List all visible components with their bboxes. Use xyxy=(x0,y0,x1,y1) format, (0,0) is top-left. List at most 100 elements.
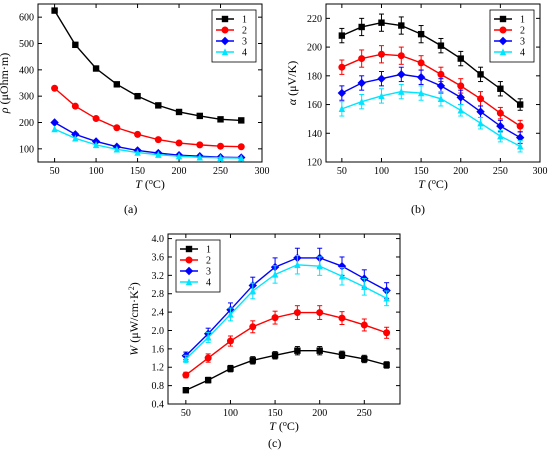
y-tick-label: 120 xyxy=(307,158,322,169)
y-tick-label: 200 xyxy=(19,118,34,129)
chart-2: 50 100 150 200 250 0.4 0.8 1.2 1.6 2.0 2.4 2.8 3.2 3.… xyxy=(127,233,401,433)
x-tick-label: 150 xyxy=(414,166,429,177)
data-point xyxy=(457,55,464,62)
data-point xyxy=(271,270,279,278)
legend-marker xyxy=(185,245,193,253)
data-point xyxy=(294,347,301,354)
legend-label: 3 xyxy=(242,37,247,48)
data-point xyxy=(72,41,79,49)
data-point xyxy=(51,125,58,133)
series-1 xyxy=(182,346,390,394)
data-point xyxy=(358,97,365,105)
data-point xyxy=(182,387,190,394)
y-tick-label: 500 xyxy=(19,39,34,50)
data-point xyxy=(417,59,425,67)
y-tick-label: 160 xyxy=(307,100,322,111)
legend-marker xyxy=(185,278,193,286)
data-point xyxy=(51,7,58,14)
data-point xyxy=(238,154,245,162)
data-point xyxy=(378,19,385,26)
legend-marker xyxy=(498,36,508,46)
data-point xyxy=(457,82,465,90)
series-line xyxy=(53,10,242,122)
data-point xyxy=(134,92,141,100)
y-tick-label: 2.4 xyxy=(152,308,165,319)
x-tick-label: 200 xyxy=(453,166,468,177)
data-point xyxy=(196,153,203,161)
data-point xyxy=(237,143,245,151)
data-point xyxy=(361,283,368,291)
data-point xyxy=(383,294,390,302)
plot-frame xyxy=(325,3,541,163)
series-1 xyxy=(338,13,524,111)
data-point xyxy=(50,118,59,127)
data-point xyxy=(155,102,162,109)
data-point xyxy=(227,310,234,318)
data-point xyxy=(182,371,190,379)
x-tick-label: 50 xyxy=(50,166,60,177)
series-line xyxy=(54,121,242,159)
y-axis-label: W (μW/cm·K2) xyxy=(127,282,142,355)
y-tick-label: 3.6 xyxy=(152,252,165,263)
x-tick-label: 150 xyxy=(268,408,283,419)
legend-label: 1 xyxy=(242,15,247,26)
series-line xyxy=(54,128,242,159)
legend-marker xyxy=(184,266,194,276)
data-point xyxy=(226,337,234,345)
x-tick-label: 150 xyxy=(130,166,145,177)
y-tick-label: 0.8 xyxy=(152,381,165,392)
data-point xyxy=(113,145,121,153)
data-point xyxy=(358,55,366,63)
y-tick-label: 180 xyxy=(307,71,322,82)
data-point xyxy=(360,321,368,329)
x-tick-label: 100 xyxy=(223,408,238,419)
series-line xyxy=(185,264,387,360)
data-point xyxy=(361,355,368,363)
data-point xyxy=(249,357,256,364)
legend-marker xyxy=(499,26,507,34)
data-point xyxy=(496,121,505,131)
data-point xyxy=(217,116,224,123)
chart-0: 50 100 150 200 250 300 100 200 300 400 500 600 T (oC… xyxy=(0,3,270,191)
series-line xyxy=(54,87,242,148)
data-point xyxy=(175,108,183,116)
y-tick-label: 1.2 xyxy=(152,363,165,374)
data-point xyxy=(383,329,391,337)
legend-box xyxy=(211,9,257,63)
legend-label: 1 xyxy=(520,15,525,26)
y-axis-label: α (μV/K) xyxy=(285,61,299,105)
y-tick-label: 3.2 xyxy=(152,271,165,282)
data-point xyxy=(357,78,366,88)
data-point xyxy=(437,42,445,49)
data-point xyxy=(338,63,346,71)
data-point xyxy=(294,261,301,268)
data-point xyxy=(516,101,524,108)
y-tick-label: 2.0 xyxy=(152,326,165,337)
data-point xyxy=(238,117,245,124)
data-point xyxy=(457,106,464,114)
data-point xyxy=(175,152,183,160)
data-point xyxy=(72,134,79,142)
y-tick-label: 100 xyxy=(19,144,34,155)
legend-label: 3 xyxy=(206,267,211,278)
y-tick-label: 2.8 xyxy=(152,289,165,300)
legend-marker xyxy=(185,256,193,264)
legend-marker xyxy=(220,36,230,46)
series-2 xyxy=(182,305,391,379)
data-point xyxy=(217,154,224,161)
x-tick-label: 300 xyxy=(255,166,270,177)
x-tick-label: 100 xyxy=(89,166,104,177)
data-point xyxy=(155,150,162,158)
data-point xyxy=(196,141,204,149)
legend-label: 4 xyxy=(520,48,525,59)
data-point xyxy=(417,89,425,97)
series-line xyxy=(341,90,521,147)
data-point xyxy=(398,22,405,29)
data-point xyxy=(397,52,405,60)
x-tick-label: 300 xyxy=(533,166,548,177)
legend-marker xyxy=(221,15,229,23)
x-tick-label: 50 xyxy=(337,166,347,177)
